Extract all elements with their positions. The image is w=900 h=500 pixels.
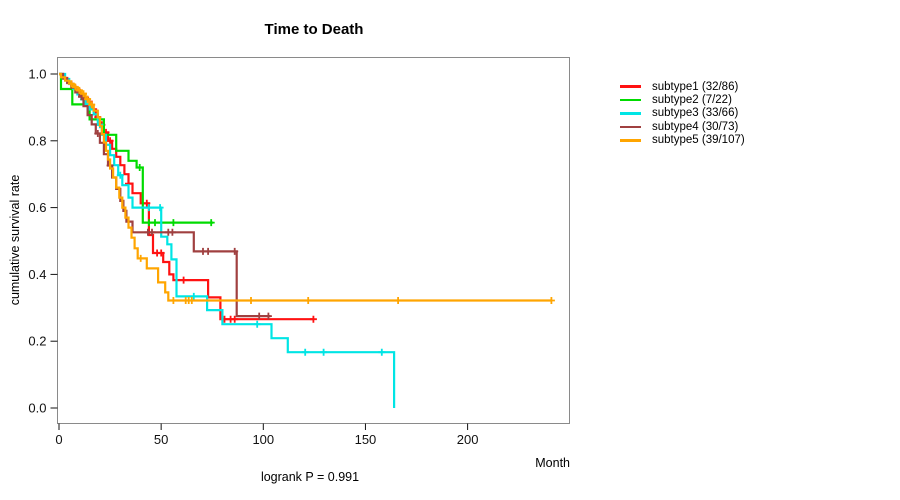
censor-marks-subtype1 xyxy=(73,86,317,323)
legend-line-swatch xyxy=(620,112,641,115)
chart-title: Time to Death xyxy=(264,21,364,38)
y-tick-label: 0.0 xyxy=(28,401,46,416)
logrank-annotation: logrank P = 0.991 xyxy=(260,470,360,484)
legend-label: subtype4 (30/73) xyxy=(652,120,739,133)
legend-item: subtype3 (33/66) xyxy=(620,107,745,120)
legend-item: subtype1 (32/86) xyxy=(620,80,745,93)
censor-marks-subtype5 xyxy=(67,80,555,304)
legend-item: subtype5 (39/107) xyxy=(620,134,745,147)
legend-label: subtype5 (39/107) xyxy=(652,134,745,147)
x-tick-label: 150 xyxy=(355,432,377,447)
y-tick-label: 0.6 xyxy=(28,200,46,215)
y-tick-label: 0.2 xyxy=(28,334,46,349)
legend-line-swatch xyxy=(620,85,641,88)
legend-line-swatch xyxy=(620,125,641,129)
legend-line-swatch xyxy=(620,138,641,142)
legend: subtype1 (32/86) subtype2 (7/22) subtype… xyxy=(620,80,745,147)
legend-label: subtype1 (32/86) xyxy=(652,80,739,93)
censor-marks-subtype3 xyxy=(80,95,386,356)
legend-item: subtype4 (30/73) xyxy=(620,120,745,133)
legend-label: subtype3 (33/66) xyxy=(652,107,739,120)
y-axis-label: cumulative survival rate xyxy=(8,174,22,306)
km-curve-subtype3 xyxy=(59,72,396,408)
plot-box xyxy=(57,57,570,424)
legend-item: subtype2 (7/22) xyxy=(620,93,745,106)
censor-marks-subtype2 xyxy=(136,164,215,227)
x-tick-label: 0 xyxy=(55,432,62,447)
y-tick-label: 0.8 xyxy=(28,133,46,148)
x-tick-label: 100 xyxy=(252,432,274,447)
x-axis-label: Month xyxy=(535,456,570,470)
legend-line-swatch xyxy=(620,98,641,102)
legend-label: subtype2 (7/22) xyxy=(652,94,732,107)
y-tick-label: 1.0 xyxy=(28,67,46,82)
censor-marks-subtype4 xyxy=(78,93,272,320)
x-tick-label: 50 xyxy=(154,432,168,447)
y-tick-label: 0.4 xyxy=(28,267,46,282)
x-tick-label: 200 xyxy=(457,432,479,447)
